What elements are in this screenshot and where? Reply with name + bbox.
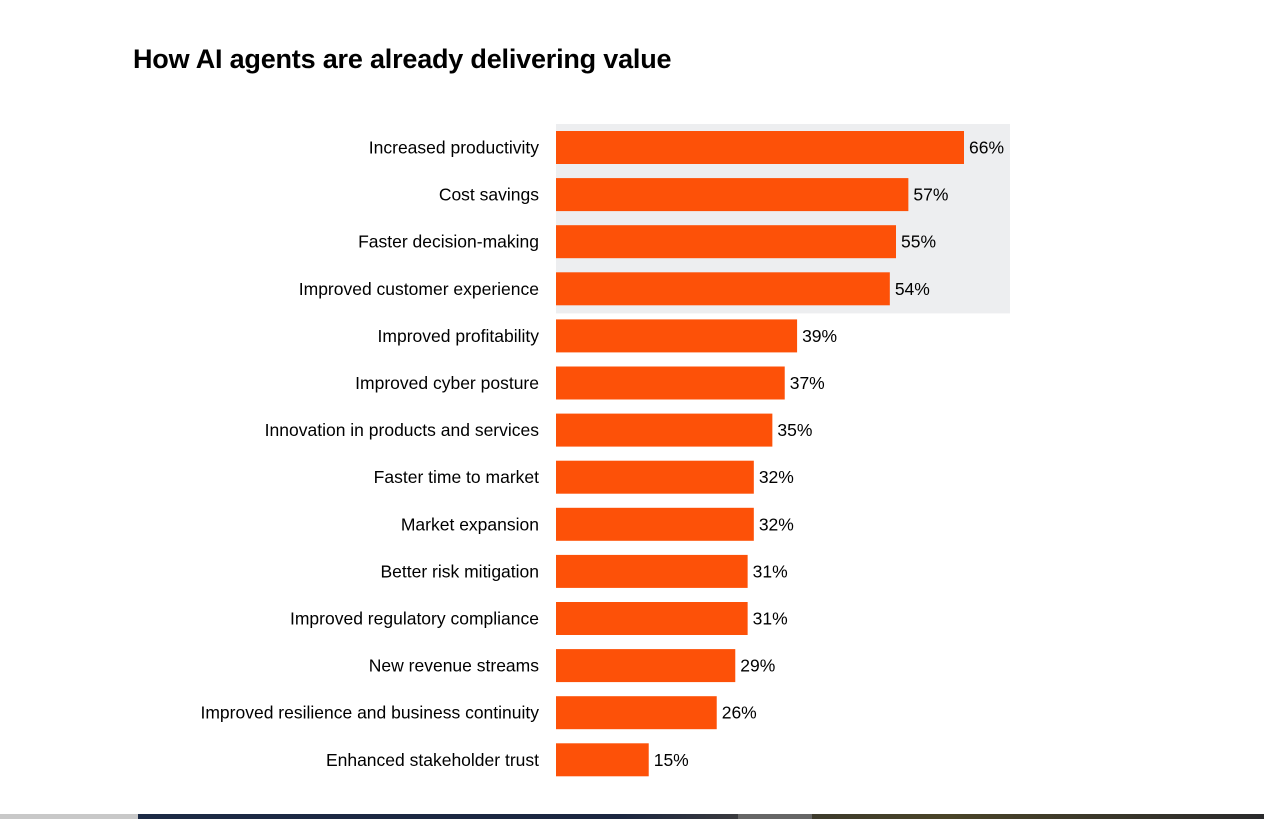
value-label: 15% [654, 750, 689, 770]
category-label: New revenue streams [369, 656, 539, 676]
category-label: Better risk mitigation [380, 561, 539, 581]
value-label: 39% [802, 326, 837, 346]
bar [556, 460, 754, 494]
category-label: Faster decision-making [358, 232, 539, 252]
bar [556, 507, 754, 541]
value-label: 32% [759, 467, 794, 487]
value-label: 57% [913, 185, 948, 205]
bar [556, 554, 748, 588]
bar [556, 319, 798, 353]
category-label: Market expansion [401, 514, 539, 534]
bar [556, 272, 890, 306]
value-label: 66% [969, 138, 1004, 158]
category-label: Improved cyber posture [355, 373, 539, 393]
category-label: Cost savings [439, 185, 539, 205]
bar [556, 696, 717, 730]
value-label: 29% [740, 656, 775, 676]
value-label: 31% [753, 561, 788, 581]
value-label: 32% [759, 514, 794, 534]
value-label: 55% [901, 232, 936, 252]
bar [556, 366, 785, 400]
bar [556, 178, 909, 212]
bar [556, 131, 964, 164]
chart-title: How AI agents are already delivering val… [133, 44, 672, 74]
bar-chart: Increased productivity 66% Cost savings 57%… [200, 124, 1010, 777]
bar [556, 743, 649, 777]
category-label: Improved profitability [378, 326, 540, 346]
value-label: 26% [722, 703, 757, 723]
category-label: Improved customer experience [299, 279, 539, 299]
bar [556, 649, 736, 683]
value-label: 37% [790, 373, 825, 393]
category-label: Improved resilience and business continu… [200, 703, 539, 723]
category-label: Innovation in products and services [265, 420, 540, 440]
bar [556, 225, 896, 259]
category-label: Increased productivity [369, 138, 539, 158]
value-label: 54% [895, 279, 930, 299]
category-label: Enhanced stakeholder trust [326, 750, 539, 770]
bottom-strip [0, 814, 1264, 819]
category-label: Improved regulatory compliance [290, 609, 539, 629]
category-label: Faster time to market [374, 467, 539, 487]
value-label: 35% [777, 420, 812, 440]
value-label: 31% [753, 609, 788, 629]
bar [556, 413, 773, 447]
bar [556, 602, 748, 635]
